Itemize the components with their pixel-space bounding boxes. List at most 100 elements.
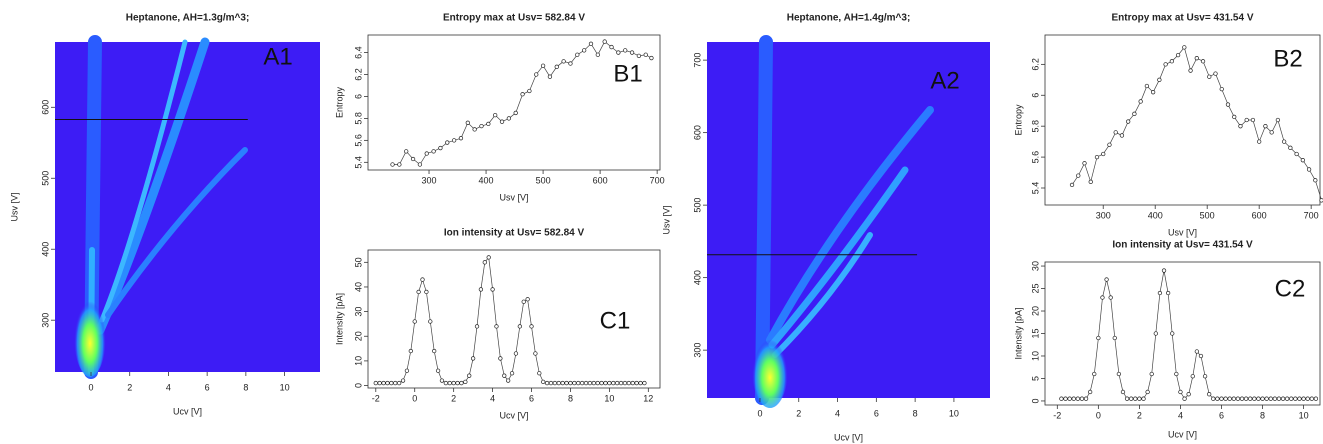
y-tick-label: 5 bbox=[1030, 376, 1040, 381]
x-tick-label: 8 bbox=[913, 408, 918, 418]
data-point bbox=[1264, 396, 1269, 401]
data-point bbox=[470, 356, 476, 361]
y-tick-label: 300 bbox=[692, 343, 702, 358]
data-point bbox=[611, 380, 616, 386]
x-tick-label: 8 bbox=[568, 393, 573, 403]
data-point bbox=[595, 52, 600, 57]
data-point bbox=[435, 368, 441, 373]
panel-label: B2 bbox=[1273, 45, 1302, 72]
data-point bbox=[1202, 374, 1208, 379]
x-tick-label: 0 bbox=[757, 408, 762, 418]
y-tick-label: 15 bbox=[1030, 328, 1040, 338]
data-point bbox=[1153, 331, 1158, 336]
data-point bbox=[424, 289, 429, 295]
chart-title: Entropy max at Usv= 431.54 V bbox=[1111, 13, 1253, 24]
data-point bbox=[397, 162, 402, 167]
data-point bbox=[1200, 59, 1206, 64]
data-point bbox=[1294, 151, 1299, 157]
data-point bbox=[1248, 396, 1253, 401]
data-point bbox=[1165, 290, 1171, 296]
y-tick-label: 6 bbox=[1030, 93, 1040, 98]
data-point bbox=[602, 39, 607, 44]
data-point bbox=[1257, 139, 1262, 144]
data-point bbox=[568, 380, 573, 386]
data-point bbox=[607, 380, 612, 386]
data-point bbox=[506, 378, 511, 383]
data-point bbox=[412, 319, 417, 324]
y-axis-label: Intensity [pA] bbox=[1013, 307, 1023, 359]
heatmap-streaks bbox=[752, 35, 934, 408]
x-tick-label: 4 bbox=[490, 393, 495, 403]
data-point bbox=[494, 324, 499, 329]
data-point bbox=[1059, 396, 1064, 401]
data-point bbox=[1244, 117, 1249, 123]
x-tick-label: 4 bbox=[166, 382, 171, 392]
data-point bbox=[561, 59, 566, 64]
data-point bbox=[1252, 396, 1257, 401]
data-point bbox=[1144, 83, 1150, 89]
data-point bbox=[1243, 396, 1249, 401]
data-point bbox=[1313, 396, 1319, 401]
data-point bbox=[517, 324, 522, 329]
data-point bbox=[616, 50, 621, 55]
data-point bbox=[1219, 396, 1224, 401]
y-axis-label: Intensity [pA] bbox=[334, 293, 344, 345]
data-point bbox=[1190, 374, 1195, 379]
data-point bbox=[1235, 396, 1241, 401]
data-point bbox=[1289, 396, 1294, 401]
data-point bbox=[537, 371, 542, 376]
chart-title: Heptanone, AH=1.4g/m^3; bbox=[787, 13, 911, 24]
data-point bbox=[1101, 151, 1106, 157]
data-point bbox=[544, 380, 550, 386]
data-point bbox=[1157, 77, 1162, 82]
y-tick-label: 300 bbox=[40, 313, 50, 328]
data-point bbox=[1063, 396, 1068, 401]
data-point bbox=[595, 380, 600, 386]
data-point bbox=[599, 380, 604, 386]
data-point bbox=[1083, 396, 1089, 401]
data-point bbox=[1285, 396, 1290, 401]
data-point bbox=[554, 64, 559, 69]
y-tick-label: 5.4 bbox=[353, 156, 363, 169]
data-point bbox=[541, 379, 546, 384]
data-point bbox=[1186, 392, 1191, 397]
data-point bbox=[581, 48, 587, 53]
data-point bbox=[1207, 74, 1212, 79]
y-tick-label: 25 bbox=[1030, 284, 1040, 294]
x-tick-label: 2 bbox=[1137, 410, 1142, 420]
data-point bbox=[533, 351, 538, 356]
x-axis-label: Ucv [V] bbox=[173, 406, 202, 416]
data-point bbox=[465, 120, 470, 125]
data-point bbox=[1094, 154, 1100, 160]
data-point bbox=[400, 378, 406, 383]
data-point bbox=[1120, 389, 1126, 395]
data-point bbox=[1182, 45, 1187, 50]
data-point bbox=[1163, 62, 1168, 67]
data-point bbox=[486, 121, 491, 127]
data-point bbox=[1138, 99, 1143, 104]
data-point bbox=[583, 380, 589, 386]
data-point bbox=[1169, 59, 1174, 64]
data-point bbox=[560, 380, 565, 386]
data-point bbox=[1250, 117, 1256, 123]
data-point bbox=[1133, 396, 1138, 401]
data-point bbox=[467, 373, 472, 378]
data-point bbox=[424, 151, 429, 156]
y-axis-label: Entropy bbox=[334, 86, 344, 118]
x-tick-label: 0 bbox=[1096, 410, 1101, 420]
y-tick-label: 400 bbox=[692, 270, 702, 285]
data-point bbox=[1309, 396, 1314, 401]
data-point bbox=[1269, 130, 1274, 135]
data-point bbox=[1141, 396, 1146, 401]
x-axis-label: Ucv [V] bbox=[1168, 429, 1197, 439]
data-point bbox=[1071, 396, 1076, 401]
data-point bbox=[527, 88, 532, 94]
data-point bbox=[634, 380, 639, 386]
y-tick-label: 6 bbox=[353, 94, 363, 99]
y-tick-label: 40 bbox=[353, 282, 363, 292]
x-tick-label: 700 bbox=[650, 175, 665, 185]
y-tick-label: 0 bbox=[1030, 398, 1040, 403]
data-point bbox=[432, 348, 437, 354]
y-tick-label: 6.2 bbox=[1030, 58, 1040, 71]
